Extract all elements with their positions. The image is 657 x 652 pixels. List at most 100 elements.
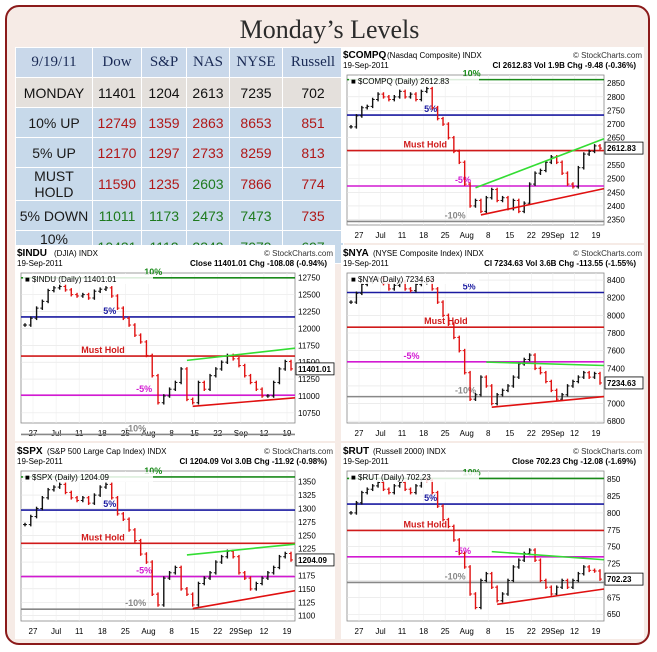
- x-tick-label: Aug: [460, 231, 474, 240]
- chart-panel-rut: $RUT (Russell 2000) INDX © StockCharts.com…: [341, 443, 644, 639]
- legend-box: [23, 472, 153, 482]
- x-tick-label: 19: [592, 627, 601, 636]
- chart-date: 19-Sep-2011: [343, 61, 389, 70]
- x-tick-label: 27: [355, 429, 364, 438]
- x-tick-label: 25: [441, 627, 450, 636]
- row-label: 5% DOWN: [15, 200, 93, 231]
- level-label: -5%: [404, 351, 420, 361]
- cell: 851: [282, 107, 344, 138]
- y-tick-label: 2650: [607, 134, 625, 143]
- chart-name: (NYSE Composite Index) INDX: [373, 249, 484, 258]
- last-value-box: [604, 376, 644, 390]
- cell: 11590: [92, 167, 142, 201]
- legend-box: [349, 472, 479, 482]
- y-tick-label: 2500: [607, 175, 625, 184]
- y-tick-label: 12000: [298, 324, 321, 333]
- x-tick-label: 19: [283, 429, 292, 438]
- x-tick-label: 12: [259, 627, 268, 636]
- table-row-10-up: 10% UP 12749 1359 2863 8653 851: [15, 107, 344, 138]
- y-tick-label: 11000: [298, 392, 320, 401]
- x-tick-label: Sep: [234, 429, 249, 438]
- last-value-label: 7234.63: [607, 379, 636, 388]
- support-trendline: [491, 395, 605, 408]
- table-row-5-up: 5% UP 12170 1297 2733 8259 813: [15, 137, 344, 168]
- chart-legend: ■ $SPX (Daily) 1204.09: [25, 473, 110, 482]
- x-tick-label: 12: [570, 627, 579, 636]
- header-nyse: NYSE: [229, 47, 283, 78]
- x-tick-label: Jul: [51, 627, 61, 636]
- row-label: 10% UP: [15, 107, 93, 138]
- chart-date: 19-Sep-2011: [343, 457, 389, 466]
- y-tick-label: 1100: [298, 612, 316, 621]
- y-tick-label: 650: [607, 610, 621, 619]
- x-tick-label: 15: [190, 429, 199, 438]
- chart-watermark: © StockCharts.com: [264, 249, 333, 258]
- level-label: -10%: [125, 598, 146, 608]
- x-tick-label: 22: [213, 627, 222, 636]
- x-tick-label: 25: [121, 429, 130, 438]
- chart-legend: ■ $NYA (Daily) 7234.63: [351, 275, 435, 284]
- y-tick-label: 7600: [607, 347, 625, 356]
- y-tick-label: 800: [607, 509, 621, 518]
- level-label: -5%: [136, 384, 152, 394]
- resistance-trendline: [486, 361, 605, 367]
- x-tick-label: 11: [398, 429, 407, 438]
- chart-date: 19-Sep-2011: [343, 259, 389, 268]
- x-tick-label: 11: [398, 231, 407, 240]
- x-tick-label: 8: [486, 429, 491, 438]
- legend-box: [349, 274, 479, 284]
- chart-watermark: © StockCharts.com: [264, 447, 333, 456]
- cell: 2473: [186, 200, 230, 231]
- x-tick-label: 18: [419, 231, 428, 240]
- chart-panel-indu: $INDU (DJIA) INDX © StockCharts.com 19-Sep-…: [15, 245, 335, 441]
- table-date: 9/19/11: [15, 47, 93, 78]
- y-tick-label: 2800: [607, 93, 625, 102]
- x-tick-label: 12: [570, 231, 579, 240]
- x-tick-label: 27: [355, 231, 364, 240]
- chart-name: (Nasdaq Composite) INDX: [387, 51, 482, 60]
- y-tick-label: 8000: [607, 311, 625, 320]
- y-tick-label: 8400: [607, 276, 625, 285]
- y-tick-label: 7800: [607, 329, 625, 338]
- cell: 813: [282, 137, 344, 168]
- x-tick-label: 27: [29, 627, 38, 636]
- y-tick-label: 2400: [607, 202, 625, 211]
- x-tick-label: 12: [259, 429, 268, 438]
- chart-quote: Cl 2612.83 Vol 1.9B Chg -9.48 (-0.36%): [493, 61, 637, 70]
- y-tick-label: 1275: [298, 518, 316, 527]
- x-tick-label: 29Sep: [229, 627, 253, 636]
- last-value-box: [604, 572, 644, 586]
- cell: 1297: [141, 137, 187, 168]
- chart-date: 19-Sep-2011: [17, 457, 63, 466]
- levels-table: 9/19/11 Dow S&P NAS NYSE Russell MONDAY …: [15, 47, 344, 264]
- cell: 2603: [186, 167, 230, 201]
- x-tick-label: 15: [505, 429, 514, 438]
- level-label: Must Hold: [81, 532, 125, 542]
- support-trendline: [192, 589, 296, 610]
- y-tick-label: 12250: [298, 308, 321, 317]
- resistance-trendline: [186, 543, 296, 556]
- level-label: 5%: [424, 104, 437, 114]
- cell: 702: [282, 77, 344, 108]
- table-row-must-hold: MUST HOLD 11590 1235 2603 7866 774: [15, 167, 344, 201]
- x-tick-label: Aug: [460, 627, 474, 636]
- x-tick-label: 11: [75, 627, 84, 636]
- x-tick-label: 18: [419, 429, 428, 438]
- x-tick-label: Jul: [375, 429, 385, 438]
- y-tick-label: 675: [607, 593, 621, 602]
- level-label: 10%: [463, 69, 481, 79]
- level-label: Must Hold: [81, 345, 125, 355]
- chart-watermark: © StockCharts.com: [573, 51, 642, 60]
- cell: 7473: [229, 200, 283, 231]
- x-tick-label: 25: [121, 627, 130, 636]
- cell: 1359: [141, 107, 187, 138]
- resistance-trendline: [475, 137, 605, 189]
- x-tick-label: 25: [441, 231, 450, 240]
- chart-quote: Close 702.23 Chg -12.08 (-1.69%): [512, 457, 636, 466]
- y-tick-label: 12750: [298, 274, 321, 283]
- chart-legend: ■ $INDU (Daily) 11401.01: [25, 275, 117, 284]
- chart-quote: Cl 7234.63 Vol 3.6B Chg -113.55 (-1.55%): [484, 259, 636, 268]
- cell: 7866: [229, 167, 283, 201]
- chart-rut: $RUT (Russell 2000) INDX © StockCharts.com…: [343, 446, 644, 636]
- table-row-5-down: 5% DOWN 11011 1173 2473 7473 735: [15, 200, 344, 231]
